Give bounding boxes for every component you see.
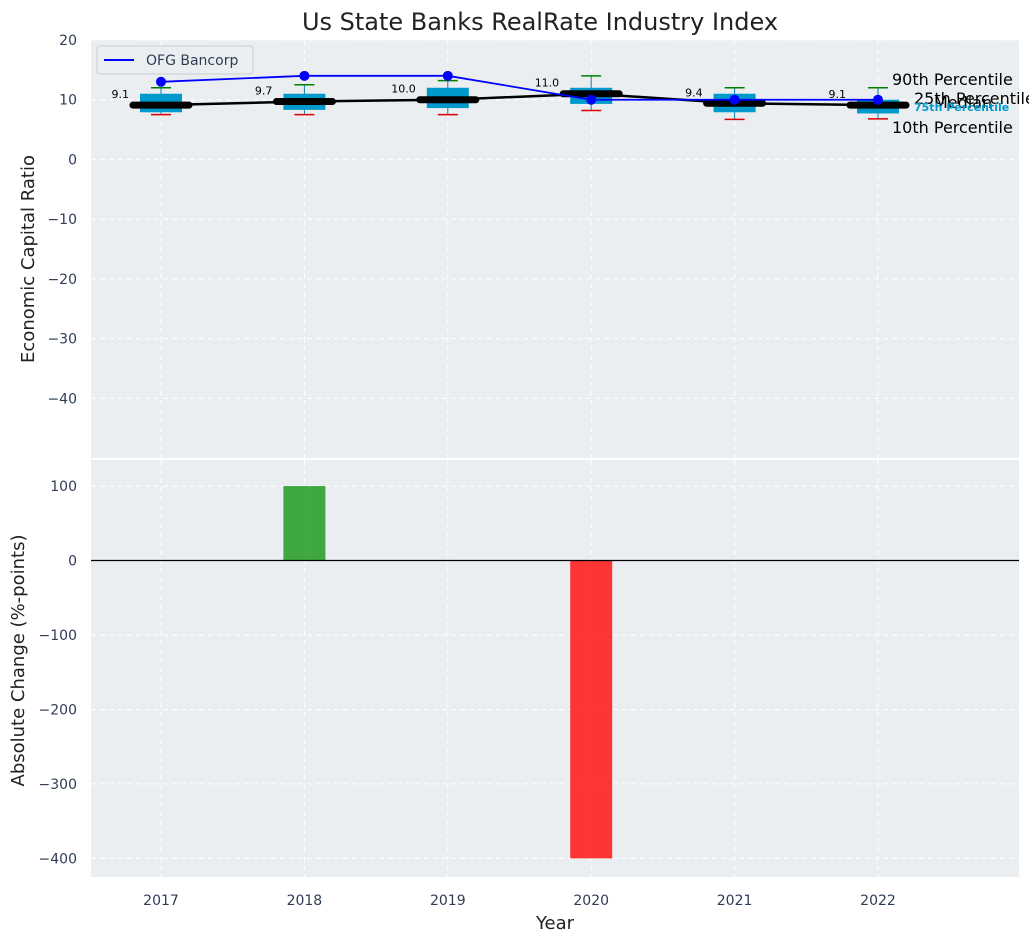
change-bar — [570, 560, 613, 859]
bottom-y-tick-label: 100 — [50, 479, 77, 495]
x-tick-label: 2021 — [717, 893, 753, 909]
legend-label-ofg-bancorp: OFG Bancorp — [146, 53, 238, 69]
change-bar — [283, 486, 326, 561]
top-y-tick-label: 0 — [68, 152, 77, 168]
top-y-tick-label: 20 — [59, 33, 77, 49]
series-point-ofg-bancorp — [729, 94, 740, 105]
top-y-tick-label: −10 — [47, 212, 77, 228]
top-y-axis-label: Economic Capital Ratio — [18, 155, 39, 363]
median-value-label: 11.0 — [535, 77, 560, 90]
series-point-ofg-bancorp — [586, 94, 597, 105]
top-y-tick-label: −20 — [47, 272, 77, 288]
bottom-y-axis-label: Absolute Change (%-points) — [8, 535, 29, 787]
bottom-y-tick-label: 0 — [68, 554, 77, 570]
bottom-y-tick-label: −100 — [39, 628, 77, 644]
median-value-label: 9.1 — [829, 88, 847, 101]
top-y-tick-label: −40 — [47, 391, 77, 407]
median-value-label: 9.7 — [255, 85, 273, 98]
bottom-panel-background — [91, 460, 1019, 877]
series-point-ofg-bancorp — [299, 70, 310, 81]
x-axis-label: Year — [535, 913, 575, 934]
x-tick-label: 2018 — [287, 893, 323, 909]
x-tick-label: 2019 — [430, 893, 466, 909]
top-y-tick-label: 10 — [59, 93, 77, 109]
x-tick-label: 2022 — [860, 893, 896, 909]
series-line-ofg-bancorp — [160, 74, 878, 101]
median-value-label: 9.4 — [685, 86, 703, 99]
median-value-label: 9.1 — [112, 88, 130, 101]
annotation-10th-percentile: 10th Percentile — [892, 118, 1013, 137]
series-point-ofg-bancorp — [442, 70, 453, 81]
x-tick-label: 2017 — [143, 893, 179, 909]
legend-box — [96, 45, 254, 75]
annotation-90th-percentile: 90th Percentile — [892, 70, 1013, 89]
bottom-y-tick-label: −400 — [39, 851, 77, 867]
bottom-y-tick-label: −300 — [39, 777, 77, 793]
bottom-y-tick-label: −200 — [39, 702, 77, 718]
chart-title: Us State Banks RealRate Industry Index — [302, 8, 778, 36]
series-point-ofg-bancorp — [156, 76, 166, 87]
annotation-75th-percentile: 75th Percentile — [914, 101, 1009, 114]
median-value-label: 10.0 — [391, 83, 416, 96]
annotation-25th-percentile: 25th Percentile — [914, 89, 1029, 108]
top-y-tick-label: −30 — [47, 332, 77, 348]
x-tick-label: 2020 — [573, 893, 609, 909]
series-point-ofg-bancorp — [873, 94, 883, 105]
annotation-median: Median — [934, 93, 992, 112]
